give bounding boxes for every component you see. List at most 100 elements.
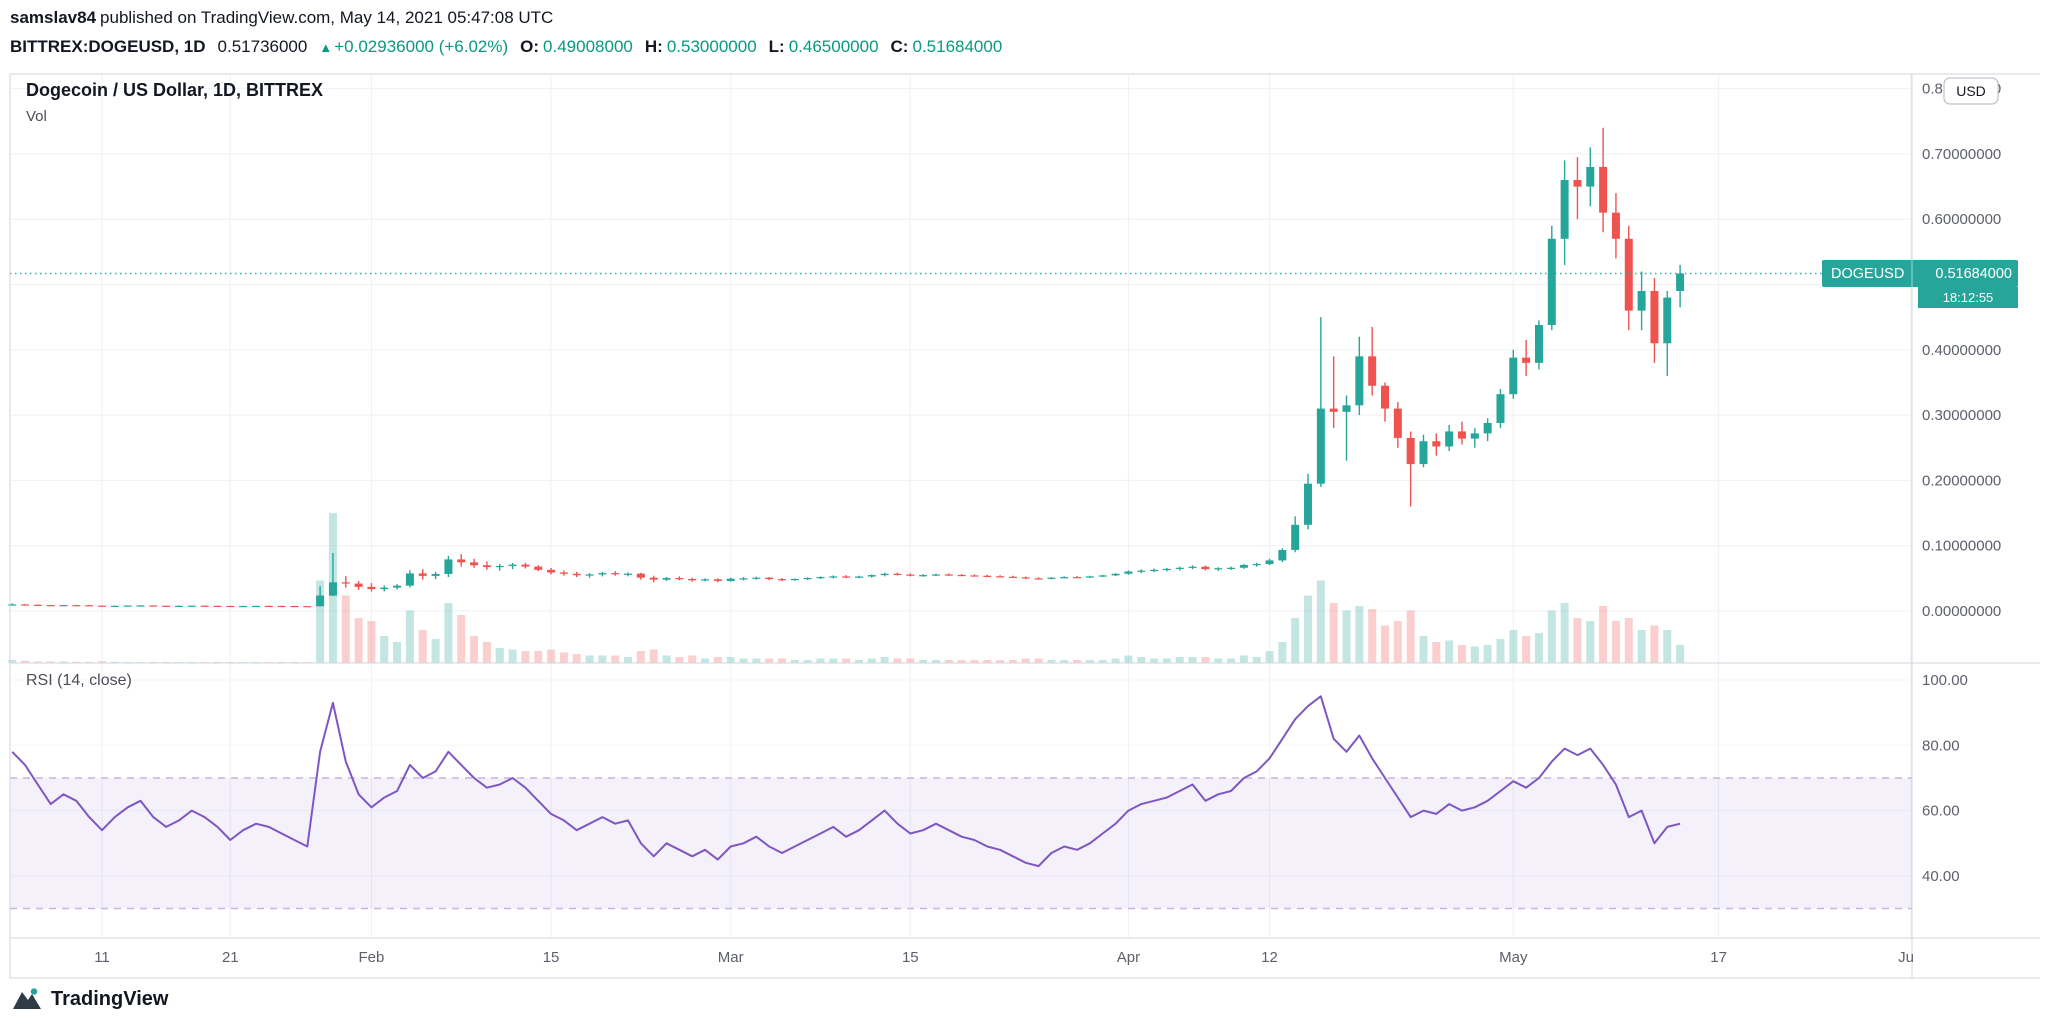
volume-bar [726, 657, 735, 663]
price-axis-label[interactable]: 0.70000000 [1922, 146, 2001, 163]
current-price-tag [1822, 260, 2018, 287]
candle-body [251, 605, 260, 608]
candle-body [264, 605, 273, 608]
volume-bar [752, 658, 761, 663]
candle-body [1342, 405, 1351, 412]
high-stat: H: 0.53000000 [645, 37, 757, 57]
volume-bar [1676, 645, 1685, 663]
candle-body [1239, 564, 1248, 568]
candle-body [123, 605, 132, 607]
price-axis-label[interactable]: 0.60000000 [1922, 211, 2001, 228]
price-axis-label[interactable]: 0.10000000 [1922, 538, 2001, 555]
candle-body [367, 586, 376, 590]
candle-body [1599, 166, 1608, 213]
price-axis-label[interactable]: 0.20000000 [1922, 472, 2001, 489]
volume-legend: Vol [26, 108, 47, 125]
time-axis-label[interactable]: 21 [222, 949, 239, 966]
publisher-name[interactable]: samslav84 [10, 8, 97, 27]
candle-body [482, 565, 491, 568]
logo-mountains [13, 992, 41, 1009]
volume-bar [1624, 618, 1633, 663]
candle-body [867, 575, 876, 577]
candle-body [829, 576, 838, 578]
time-axis-label[interactable]: 15 [543, 949, 560, 966]
time-axis-label[interactable]: 11 [94, 949, 110, 966]
volume-bar [1175, 657, 1184, 663]
price-axis-label[interactable]: 0.40000000 [1922, 342, 2001, 359]
open-stat: O: 0.49008000 [520, 37, 633, 57]
volume-bar [1201, 657, 1210, 663]
price-axis-label[interactable]: 0.00000000 [1922, 603, 2001, 620]
candle-body [790, 579, 799, 581]
volume-bar [431, 639, 440, 663]
symbol-name: BITTREX:DOGEUSD, 1D [10, 37, 206, 56]
volume-bar [598, 655, 607, 663]
stat-value: 0.49008000 [543, 37, 633, 56]
time-axis-label[interactable]: 15 [902, 949, 919, 966]
time-axis-label[interactable]: Feb [359, 949, 385, 966]
countdown-label: 18:12:55 [1943, 290, 1994, 305]
candle-body [341, 582, 350, 584]
change-arrow-icon: ▲ [319, 40, 333, 55]
rsi-line [11, 695, 1681, 868]
time-axis-label[interactable]: 17 [1710, 949, 1727, 966]
candle-body [688, 579, 697, 581]
candle-body [649, 577, 658, 580]
time-axis-label[interactable]: May [1499, 949, 1528, 966]
volume-bar [559, 652, 568, 663]
candle-body [1522, 357, 1531, 363]
volume-bar [1611, 621, 1620, 663]
rsi-band [10, 777, 1912, 909]
rsi-axis-label[interactable]: 100.00 [1922, 672, 1968, 689]
candle-body [1008, 576, 1017, 578]
time-axis-label[interactable]: Apr [1117, 949, 1140, 966]
time-axis-label[interactable]: Mar [718, 949, 744, 966]
candle-body [328, 582, 337, 596]
candle-body [213, 605, 222, 607]
price-axis-label[interactable]: 0.30000000 [1922, 407, 2001, 424]
volume-bar [957, 660, 966, 663]
volume-bar [790, 660, 799, 663]
candle-body [521, 564, 530, 567]
candle-body [1573, 180, 1582, 187]
symbol-header: BITTREX:DOGEUSD, 1D 0.51736000 ▲ +0.02936… [10, 37, 1002, 57]
currency-usd-badge-label[interactable]: USD [1956, 83, 1986, 99]
candle-body [431, 573, 440, 576]
volume-bar [1522, 636, 1531, 663]
candle-body [1085, 576, 1094, 578]
candle-body [1214, 568, 1223, 570]
candle-body [662, 578, 671, 580]
volume-bar [701, 658, 710, 663]
candle-body [303, 606, 312, 608]
candle-body [418, 573, 427, 576]
rsi-axis-label[interactable]: 80.00 [1922, 737, 1960, 754]
volume-bar [354, 618, 363, 663]
volume-bar [1432, 642, 1441, 663]
volume-bar [1393, 621, 1402, 663]
time-axis-label[interactable]: Ju [1898, 949, 1914, 966]
volume-bar [1291, 618, 1300, 663]
stat-value: 0.46500000 [788, 37, 879, 56]
currency-usd-badge[interactable] [1943, 77, 1999, 105]
tradingview-footer[interactable]: TradingView [12, 986, 168, 1012]
candle-body [919, 575, 928, 577]
volume-bar [1137, 657, 1146, 663]
candle-body [149, 605, 158, 607]
volume-bar [662, 655, 671, 663]
time-axis-label[interactable]: 12 [1261, 949, 1278, 966]
stat-label: L: [768, 37, 785, 56]
candle-body [765, 577, 774, 580]
volume-bar [1085, 660, 1094, 663]
volume-bar [1111, 658, 1120, 663]
volume-bar [444, 603, 453, 663]
rsi-axis-label[interactable]: 40.00 [1922, 868, 1960, 885]
candle-body [611, 573, 620, 575]
volume-bar [1573, 618, 1582, 663]
candle-body [1663, 297, 1672, 344]
rsi-axis-label[interactable]: 60.00 [1922, 803, 1960, 820]
volume-bar [572, 654, 581, 663]
candle-body [1406, 437, 1415, 465]
candle-body [444, 559, 453, 574]
candle-body [1227, 567, 1236, 569]
